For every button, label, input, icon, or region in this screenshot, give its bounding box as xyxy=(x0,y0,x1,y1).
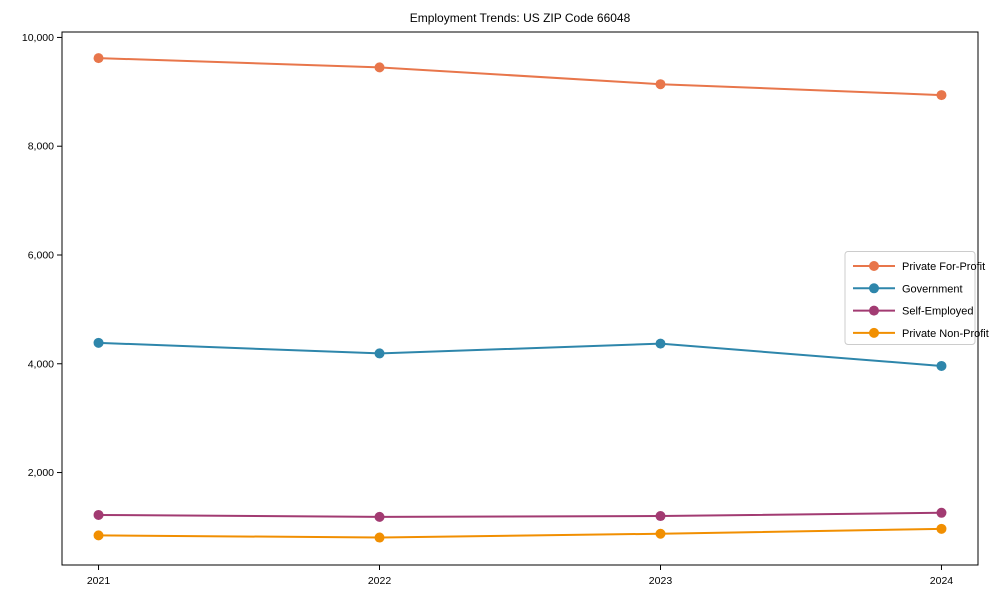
legend-marker xyxy=(869,327,879,338)
legend-label: Self-Employed xyxy=(902,306,974,318)
series-private-non-profit xyxy=(93,523,947,543)
series-line-private-for-profit xyxy=(97,57,943,97)
data-point-marker-private-non-profit xyxy=(374,532,385,543)
chart-title: Employment Trends: US ZIP Code 66048 xyxy=(409,11,631,25)
data-point-marker-private-non-profit xyxy=(655,528,666,539)
data-point-marker-self-employed xyxy=(655,511,666,522)
legend: Private For-Profit Government Self-Employe… xyxy=(844,251,989,345)
y-tick-label: 6,000 xyxy=(28,249,54,261)
data-point-marker-private-for-profit xyxy=(93,53,104,64)
data-point-marker-private-for-profit xyxy=(374,62,385,73)
data-point-marker-private-non-profit xyxy=(936,523,947,534)
data-point-marker-private-for-profit xyxy=(936,90,947,101)
series-self-employed xyxy=(93,507,947,522)
x-tick-label: 2022 xyxy=(368,575,392,587)
legend-item-government: Government xyxy=(853,283,963,295)
x-tick-label: 2023 xyxy=(649,575,673,587)
data-point-marker-private-non-profit xyxy=(93,530,104,541)
legend-marker xyxy=(869,305,879,316)
series-line-private-non-profit xyxy=(97,527,943,539)
series-private-for-profit xyxy=(93,53,947,101)
data-point-marker-private-for-profit xyxy=(655,79,666,90)
legend-label: Private For-Profit xyxy=(902,261,985,273)
plot-border xyxy=(61,31,979,566)
series-line-government xyxy=(97,341,943,367)
data-point-marker-government xyxy=(374,348,385,359)
legend-box xyxy=(844,251,976,345)
legend-item-self-employed: Self-Employed xyxy=(853,305,974,318)
legend-marker xyxy=(869,283,879,294)
legend-marker xyxy=(869,261,879,271)
legend-item-private-non-profit: Private Non-Profit xyxy=(853,327,989,340)
legend-item-private-for-profit: Private For-Profit xyxy=(853,261,985,273)
x-tick-label: 2024 xyxy=(930,575,954,587)
x-tick-label: 2021 xyxy=(87,575,111,587)
data-point-marker-self-employed xyxy=(93,509,104,520)
y-tick-label: 10,000 xyxy=(22,32,54,44)
legend-label: Government xyxy=(902,283,963,295)
data-point-marker-self-employed xyxy=(936,507,947,518)
data-point-marker-government xyxy=(936,360,947,371)
series-government xyxy=(93,337,947,371)
data-point-marker-government xyxy=(655,338,666,349)
y-tick-label: 4,000 xyxy=(28,358,54,370)
y-tick-label: 2,000 xyxy=(28,467,54,479)
series-line-self-employed xyxy=(97,511,943,518)
legend-label: Private Non-Profit xyxy=(902,328,989,340)
data-point-marker-government xyxy=(93,337,104,348)
data-point-marker-self-employed xyxy=(374,511,385,522)
y-tick-label: 8,000 xyxy=(28,141,54,153)
